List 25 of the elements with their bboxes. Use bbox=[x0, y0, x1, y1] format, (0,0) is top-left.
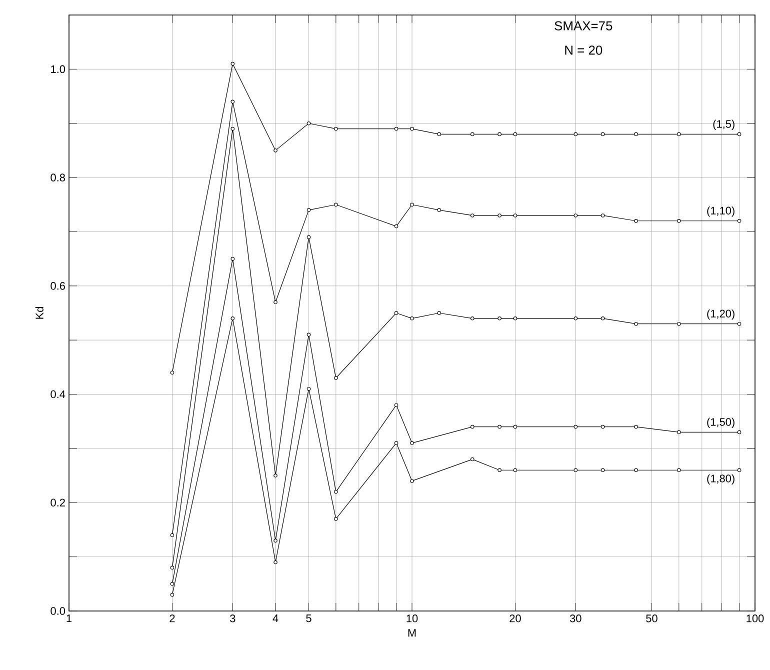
y-tick-label: 0.6 bbox=[50, 282, 65, 290]
legend-label: (1,5) bbox=[713, 120, 734, 130]
x-tick-label: 50 bbox=[646, 614, 658, 622]
x-axis-title: M bbox=[408, 629, 416, 637]
y-tick-label: 0.2 bbox=[50, 498, 65, 507]
x-tick-label: 20 bbox=[510, 614, 521, 622]
x-tick-label: 2 bbox=[170, 614, 175, 622]
series-label: (1,50) bbox=[707, 418, 734, 428]
series-label: (1,10) bbox=[707, 206, 734, 217]
x-tick-label: 5 bbox=[306, 614, 312, 622]
annotation: SMAX=75 bbox=[554, 21, 612, 30]
x-tick-label: 4 bbox=[272, 614, 278, 622]
y-tick-label: 0.8 bbox=[50, 174, 65, 182]
y-axis-title: Kd bbox=[35, 307, 44, 319]
y-tick-label: 0.4 bbox=[50, 390, 66, 398]
x-tick-label: 3 bbox=[230, 614, 236, 622]
x-tick-label: 1 bbox=[66, 614, 72, 622]
series-label: (1,20) bbox=[707, 309, 734, 320]
x-tick-label: 10 bbox=[406, 614, 418, 622]
series-label: (1,80) bbox=[707, 474, 734, 485]
x-tick-label: 100 bbox=[746, 614, 764, 622]
x-tick-label: 30 bbox=[570, 614, 582, 622]
annotation: N = 20 bbox=[565, 46, 602, 55]
y-tick-label: 0.0 bbox=[50, 607, 66, 615]
y-tick-label: 1.0 bbox=[51, 65, 66, 74]
